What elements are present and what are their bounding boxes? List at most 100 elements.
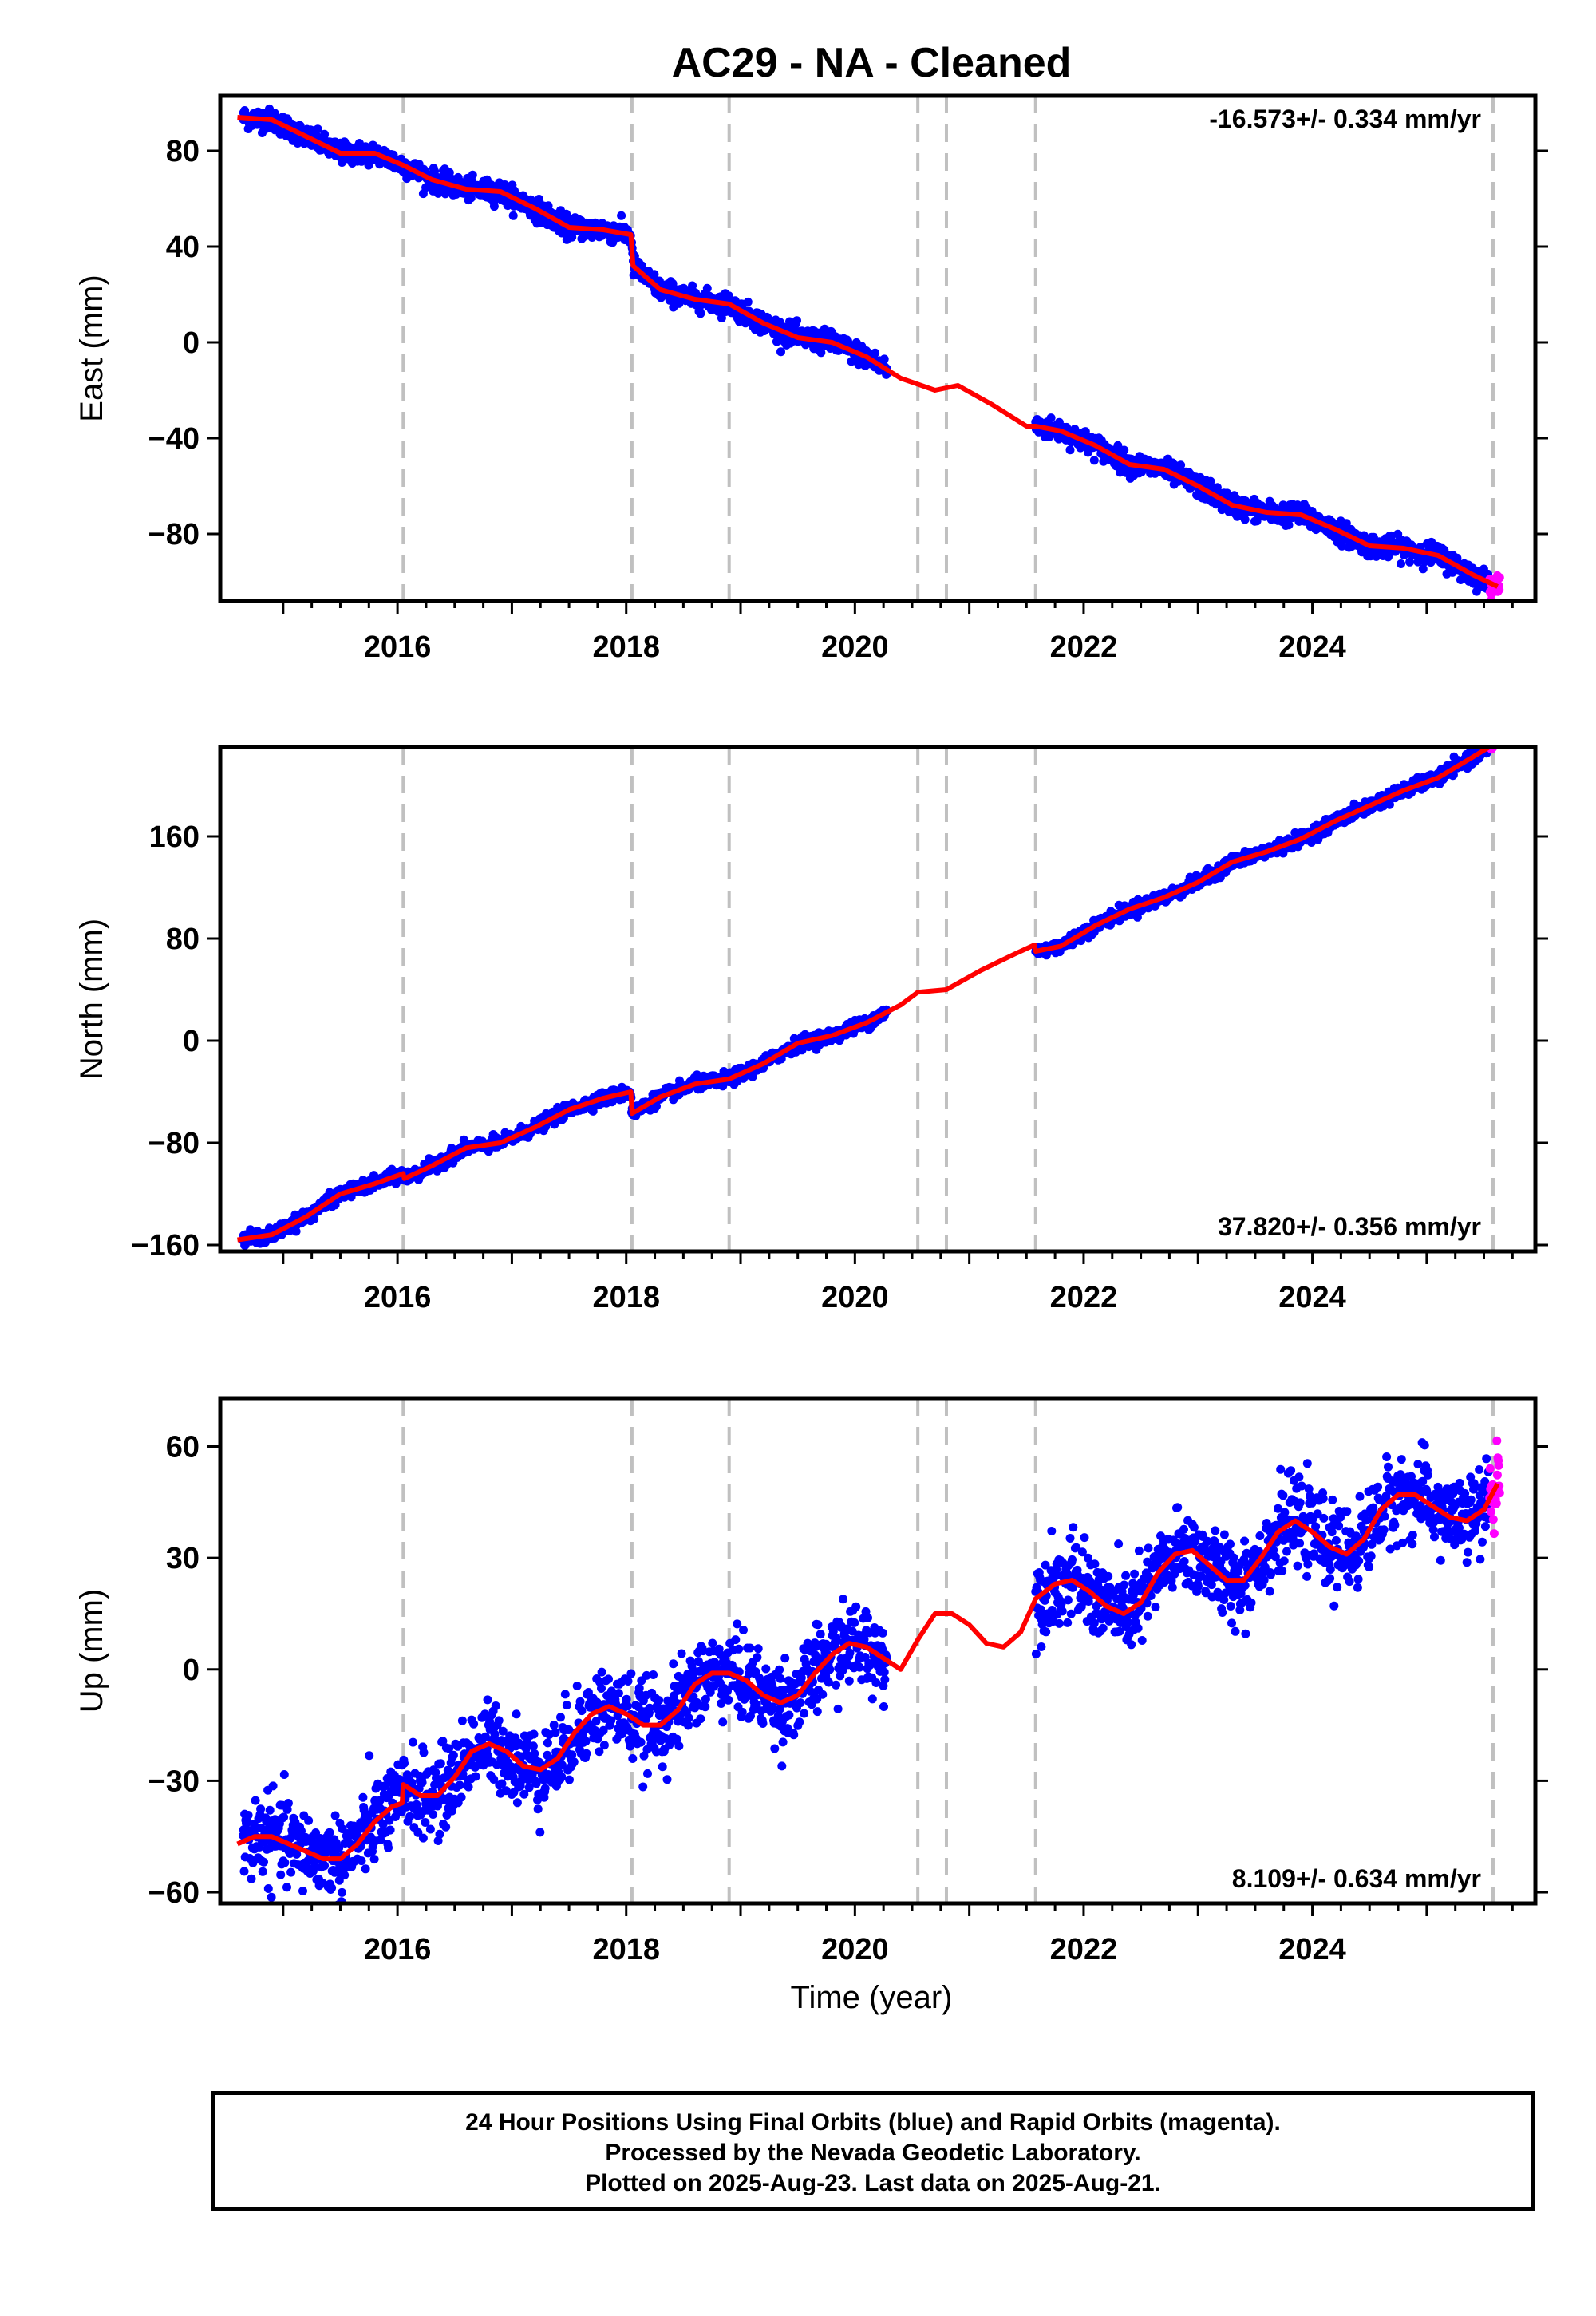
- final-point: [1132, 912, 1142, 922]
- x-tick-label: 2024: [1278, 1281, 1346, 1314]
- final-point: [251, 1796, 260, 1805]
- y-tick-label: 0: [183, 326, 200, 360]
- final-point: [650, 270, 659, 279]
- y-tick-label: −40: [148, 422, 200, 456]
- final-point: [776, 347, 785, 357]
- x-tick-label: 2020: [821, 630, 889, 664]
- final-point: [259, 1857, 268, 1867]
- plot-area: [237, 735, 1503, 1250]
- final-point: [1341, 519, 1351, 528]
- final-point: [357, 1856, 366, 1866]
- x-tick-label: 2020: [821, 1281, 889, 1314]
- y-tick-label: 40: [166, 231, 200, 264]
- final-point: [258, 1867, 267, 1876]
- rapid-point: [1494, 737, 1503, 746]
- final-point: [489, 202, 499, 211]
- final-point: [469, 1719, 479, 1729]
- final-point: [497, 1779, 507, 1788]
- y-tick-label: 80: [166, 923, 200, 956]
- final-point: [1089, 456, 1099, 465]
- final-point: [418, 1833, 428, 1843]
- x-tick-label: 2016: [364, 630, 432, 664]
- final-point: [617, 211, 626, 220]
- final-point: [361, 1864, 370, 1874]
- final-point: [471, 1772, 480, 1781]
- final-point: [724, 291, 733, 301]
- final-point: [280, 1858, 290, 1867]
- rapid-point: [1491, 737, 1499, 746]
- final-point: [310, 1215, 319, 1223]
- rapid-point: [1495, 573, 1504, 583]
- final-point: [491, 1701, 500, 1710]
- final-point: [871, 348, 880, 358]
- final-point: [433, 1836, 443, 1845]
- final-point: [267, 1892, 276, 1902]
- final-point: [816, 348, 826, 358]
- final-point: [1065, 445, 1075, 455]
- final-point: [792, 316, 801, 326]
- final-point: [1176, 460, 1186, 470]
- final-point: [381, 1781, 390, 1791]
- x-tick-label: 2016: [364, 1281, 432, 1314]
- final-point: [369, 1855, 379, 1864]
- final-point: [365, 1751, 374, 1761]
- y-axis-label: North (mm): [74, 919, 109, 1080]
- final-point: [375, 1796, 385, 1805]
- plot-area: [236, 1436, 1504, 1903]
- final-point: [243, 1811, 253, 1820]
- final-point: [494, 1716, 504, 1725]
- rapid-point: [1493, 737, 1502, 746]
- final-point: [1206, 476, 1215, 486]
- final-point: [443, 1772, 452, 1781]
- final-point: [468, 170, 477, 180]
- final-point: [419, 1748, 429, 1757]
- final-point: [508, 211, 518, 220]
- rapid-point: [1495, 737, 1503, 745]
- final-point: [256, 1804, 266, 1814]
- final-point: [334, 1844, 344, 1853]
- final-point: [498, 1726, 508, 1736]
- final-point: [291, 1227, 301, 1236]
- plot-frame: [218, 745, 1538, 1254]
- final-point: [400, 1758, 409, 1768]
- final-point: [435, 1829, 444, 1839]
- final-point: [879, 354, 889, 364]
- final-point: [310, 1862, 319, 1871]
- x-tick-label: 2018: [592, 630, 660, 664]
- final-point: [409, 1737, 417, 1747]
- final-point: [743, 297, 753, 306]
- final-point: [358, 1824, 367, 1833]
- final-point: [320, 129, 330, 139]
- final-point: [421, 1818, 430, 1827]
- final-point: [276, 1870, 286, 1879]
- x-tick-label: 2024: [1278, 630, 1346, 664]
- final-point: [702, 283, 712, 293]
- x-tick-label: 2018: [592, 1281, 660, 1314]
- final-point: [286, 1867, 296, 1877]
- final-point: [1337, 541, 1346, 551]
- plot-frame: [218, 93, 1538, 603]
- final-point: [243, 1817, 252, 1827]
- final-point: [320, 1861, 330, 1871]
- final-point: [438, 1737, 448, 1746]
- final-point: [384, 1843, 393, 1852]
- final-point: [340, 1871, 350, 1880]
- final-point: [1405, 557, 1415, 567]
- final-point: [313, 124, 322, 134]
- final-point: [480, 1732, 490, 1741]
- model-fit-line: [237, 115, 1499, 589]
- final-point: [239, 1867, 249, 1876]
- rapid-point: [1491, 736, 1500, 745]
- final-point: [327, 1883, 337, 1893]
- final-point: [292, 1849, 302, 1859]
- y-tick-label: −80: [148, 518, 200, 551]
- rapid-point: [1486, 735, 1495, 744]
- final-point: [455, 1780, 464, 1790]
- final-point: [263, 1884, 273, 1893]
- final-point: [1120, 445, 1129, 455]
- rapid-point: [1495, 737, 1503, 745]
- final-point: [797, 1045, 807, 1055]
- final-point: [358, 1792, 368, 1802]
